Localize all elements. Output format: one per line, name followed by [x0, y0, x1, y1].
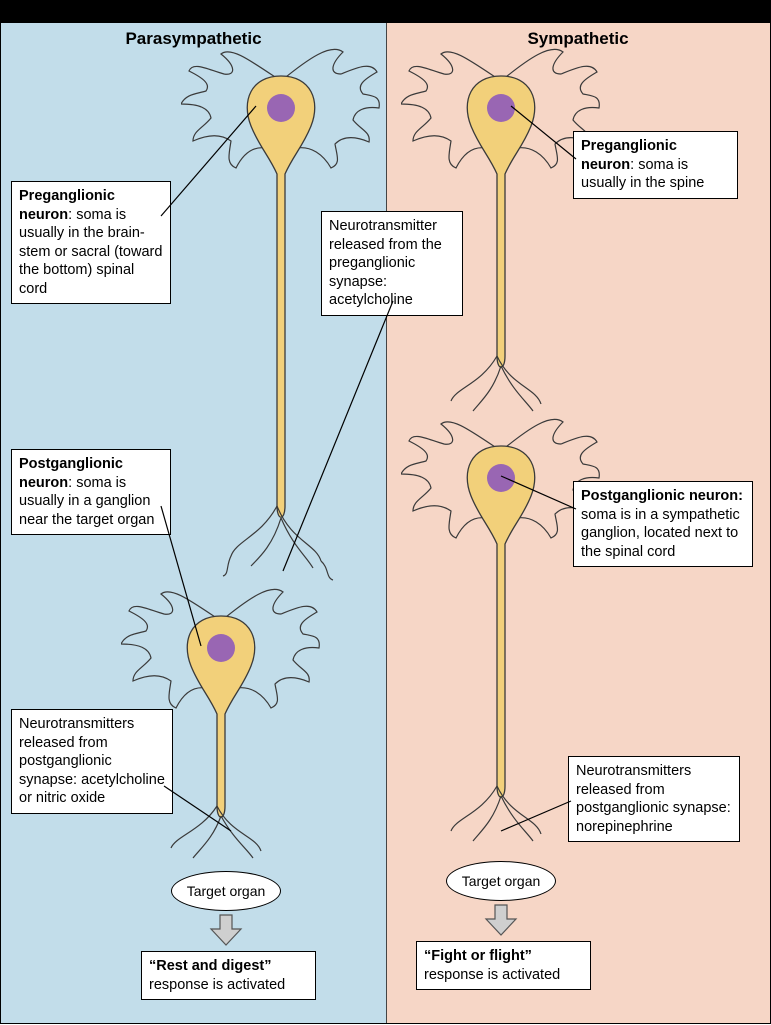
response-bold: “Rest and digest”: [149, 958, 271, 974]
response-rest: response is activated: [424, 967, 560, 983]
label-rest: soma is in a sympathetic ganglion, locat…: [581, 507, 740, 560]
response-bold: “Fight or flight”: [424, 948, 532, 964]
symp-target-organ: Target organ: [446, 861, 556, 901]
symp-response-box: “Fight or flight” response is activated: [416, 941, 591, 990]
para-preganglionic-neuron: [181, 46, 381, 606]
label-text: Neurotransmitters released from postgang…: [576, 763, 731, 835]
label-text: Neurotransmitter released from the prega…: [329, 218, 442, 308]
symp-neurotransmitter2-label: Neurotransmitters released from postgang…: [568, 756, 740, 842]
symp-postganglionic-label: Postganglionic neuron: soma is in a symp…: [573, 481, 753, 567]
symp-preganglionic-label: Preganglionic neuron: soma is usually in…: [573, 131, 738, 199]
para-response-box: “Rest and digest” response is activated: [141, 951, 316, 1000]
down-arrow-icon: [484, 903, 518, 937]
oval-text: Target organ: [187, 883, 266, 899]
response-rest: response is activated: [149, 977, 285, 993]
oval-text: Target organ: [462, 873, 541, 889]
down-arrow-icon: [209, 913, 243, 947]
para-postganglionic-label: Postganglionic neuron: soma is usually i…: [11, 449, 171, 535]
diagram-frame: Parasympathetic Sympathetic: [0, 0, 771, 1024]
panel-divider: [386, 23, 387, 1023]
label-bold: Postganglionic neuron:: [581, 488, 743, 504]
para-preganglionic-label: Preganglionic neuron: soma is usually in…: [11, 181, 171, 304]
label-text: Neurotransmitters released from postgang…: [19, 716, 165, 806]
para-neurotransmitter2-label: Neurotransmitters released from postgang…: [11, 709, 173, 814]
top-black-bar: [1, 1, 770, 23]
para-neurotransmitter-label: Neurotransmitter released from the prega…: [321, 211, 463, 316]
para-target-organ: Target organ: [171, 871, 281, 911]
